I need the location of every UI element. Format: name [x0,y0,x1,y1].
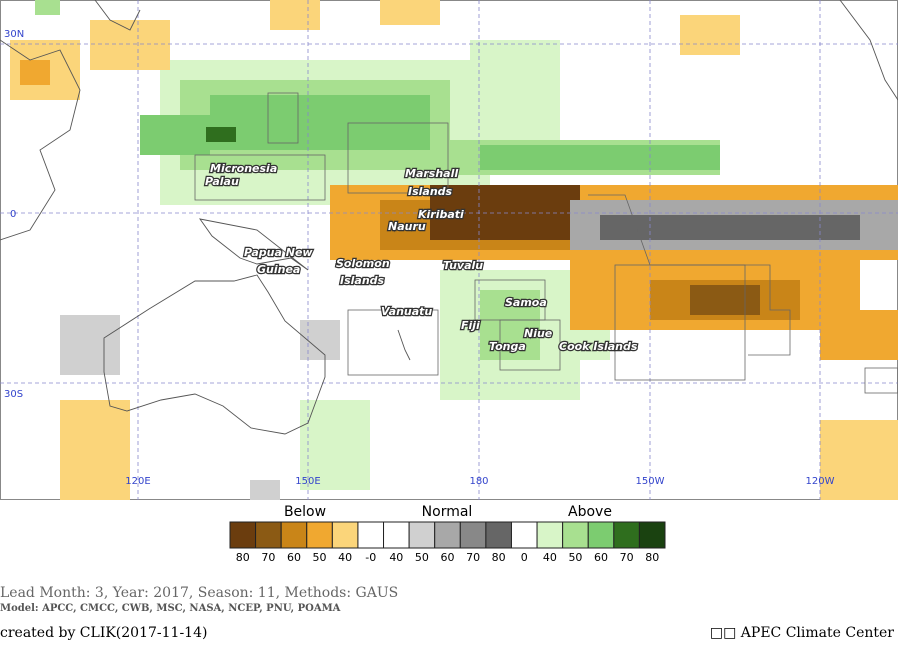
legend-label: 40 [338,551,352,564]
place-label: Solomon [336,257,390,270]
legend-swatch [613,521,640,549]
legend-swatch [510,521,538,549]
lon-label: 120E [125,476,150,487]
place-label: Tonga [489,340,526,353]
place-label: Marshall [405,167,458,180]
legend-swatch [255,521,282,549]
grid [0,0,898,500]
legend-label: 70 [620,551,634,564]
legend-swatch [306,521,333,549]
place-label: Niue [524,327,553,340]
legend-swatch [383,521,410,549]
legend-label: 80 [645,551,659,564]
place-label: Vanuatu [381,305,432,318]
shading [10,0,898,500]
legend-label: 70 [466,551,480,564]
legend-swatch [587,521,615,549]
legend-swatch [280,521,308,549]
legend-label: 0 [521,551,528,564]
place-label: Kiribati [418,208,464,221]
created-by: created by CLIK(2017-11-14) [0,625,208,641]
lon-label: 120W [806,476,835,487]
legend-label: 60 [594,551,608,564]
place-label: Tuvalu [443,259,483,272]
credit: □□ APEC Climate Center [709,625,894,641]
land [0,0,898,435]
place-label: Palau [205,175,239,188]
legend-label: 40 [543,551,557,564]
lat-label: 0 [10,209,16,220]
lon-label: 180 [469,476,488,487]
legend-label: 80 [492,551,506,564]
eez [194,92,898,394]
legend-label: 60 [441,551,455,564]
legend-group: Below [284,504,326,520]
place-labels: Micronesia Palau Marshall Islands Kiriba… [204,161,639,355]
legend-swatch [331,521,359,549]
legend-group: Above [568,504,612,520]
legend: Below Normal Above 80 70 60 50 40 -0 40 50 60 70 8… [229,504,666,564]
legend-label: 60 [287,551,301,564]
legend-label: 50 [568,551,582,564]
lon-label: 150E [295,476,320,487]
place-label: Samoa [505,296,547,309]
place-label: Islands [408,185,453,198]
place-label: Guinea [257,263,300,276]
legend-swatch [408,521,436,549]
legend-swatch [638,521,666,549]
legend-swatch [434,521,461,549]
place-label: Cook Islands [559,340,638,353]
place-label: Islands [340,274,385,287]
lon-labels: 120E 150E 180 150W 120W [125,476,834,487]
legend-swatch [562,521,589,549]
place-label: Nauru [388,220,426,233]
place-label: Micronesia [210,162,277,175]
legend-label: 70 [261,551,275,564]
legend-swatch [459,521,487,549]
place-label: Papua New [244,246,313,259]
lat-label: 30N [4,29,24,40]
legend-swatch [536,521,564,549]
legend-label: 40 [389,551,403,564]
legend-label: 50 [415,551,429,564]
place-label: Fiji [461,319,480,332]
legend-label: 80 [236,551,250,564]
model-list: Model: APCC, CMCC, CWB, MSC, NASA, NCEP,… [0,603,341,614]
legend-swatch [485,521,512,549]
lat-label: 30S [4,389,23,400]
legend-label: 50 [313,551,327,564]
legend-group: Normal [422,504,473,520]
legend-label: -0 [365,551,376,564]
run-info: Lead Month: 3, Year: 2017, Season: 11, M… [0,585,399,601]
lat-labels: 30N 0 30S [4,29,24,400]
legend-swatch [357,521,385,549]
lon-label: 150W [636,476,665,487]
map: 30N 0 30S 120E 150E 180 150W 120W Micron… [0,0,898,500]
legend-swatch [229,521,257,549]
